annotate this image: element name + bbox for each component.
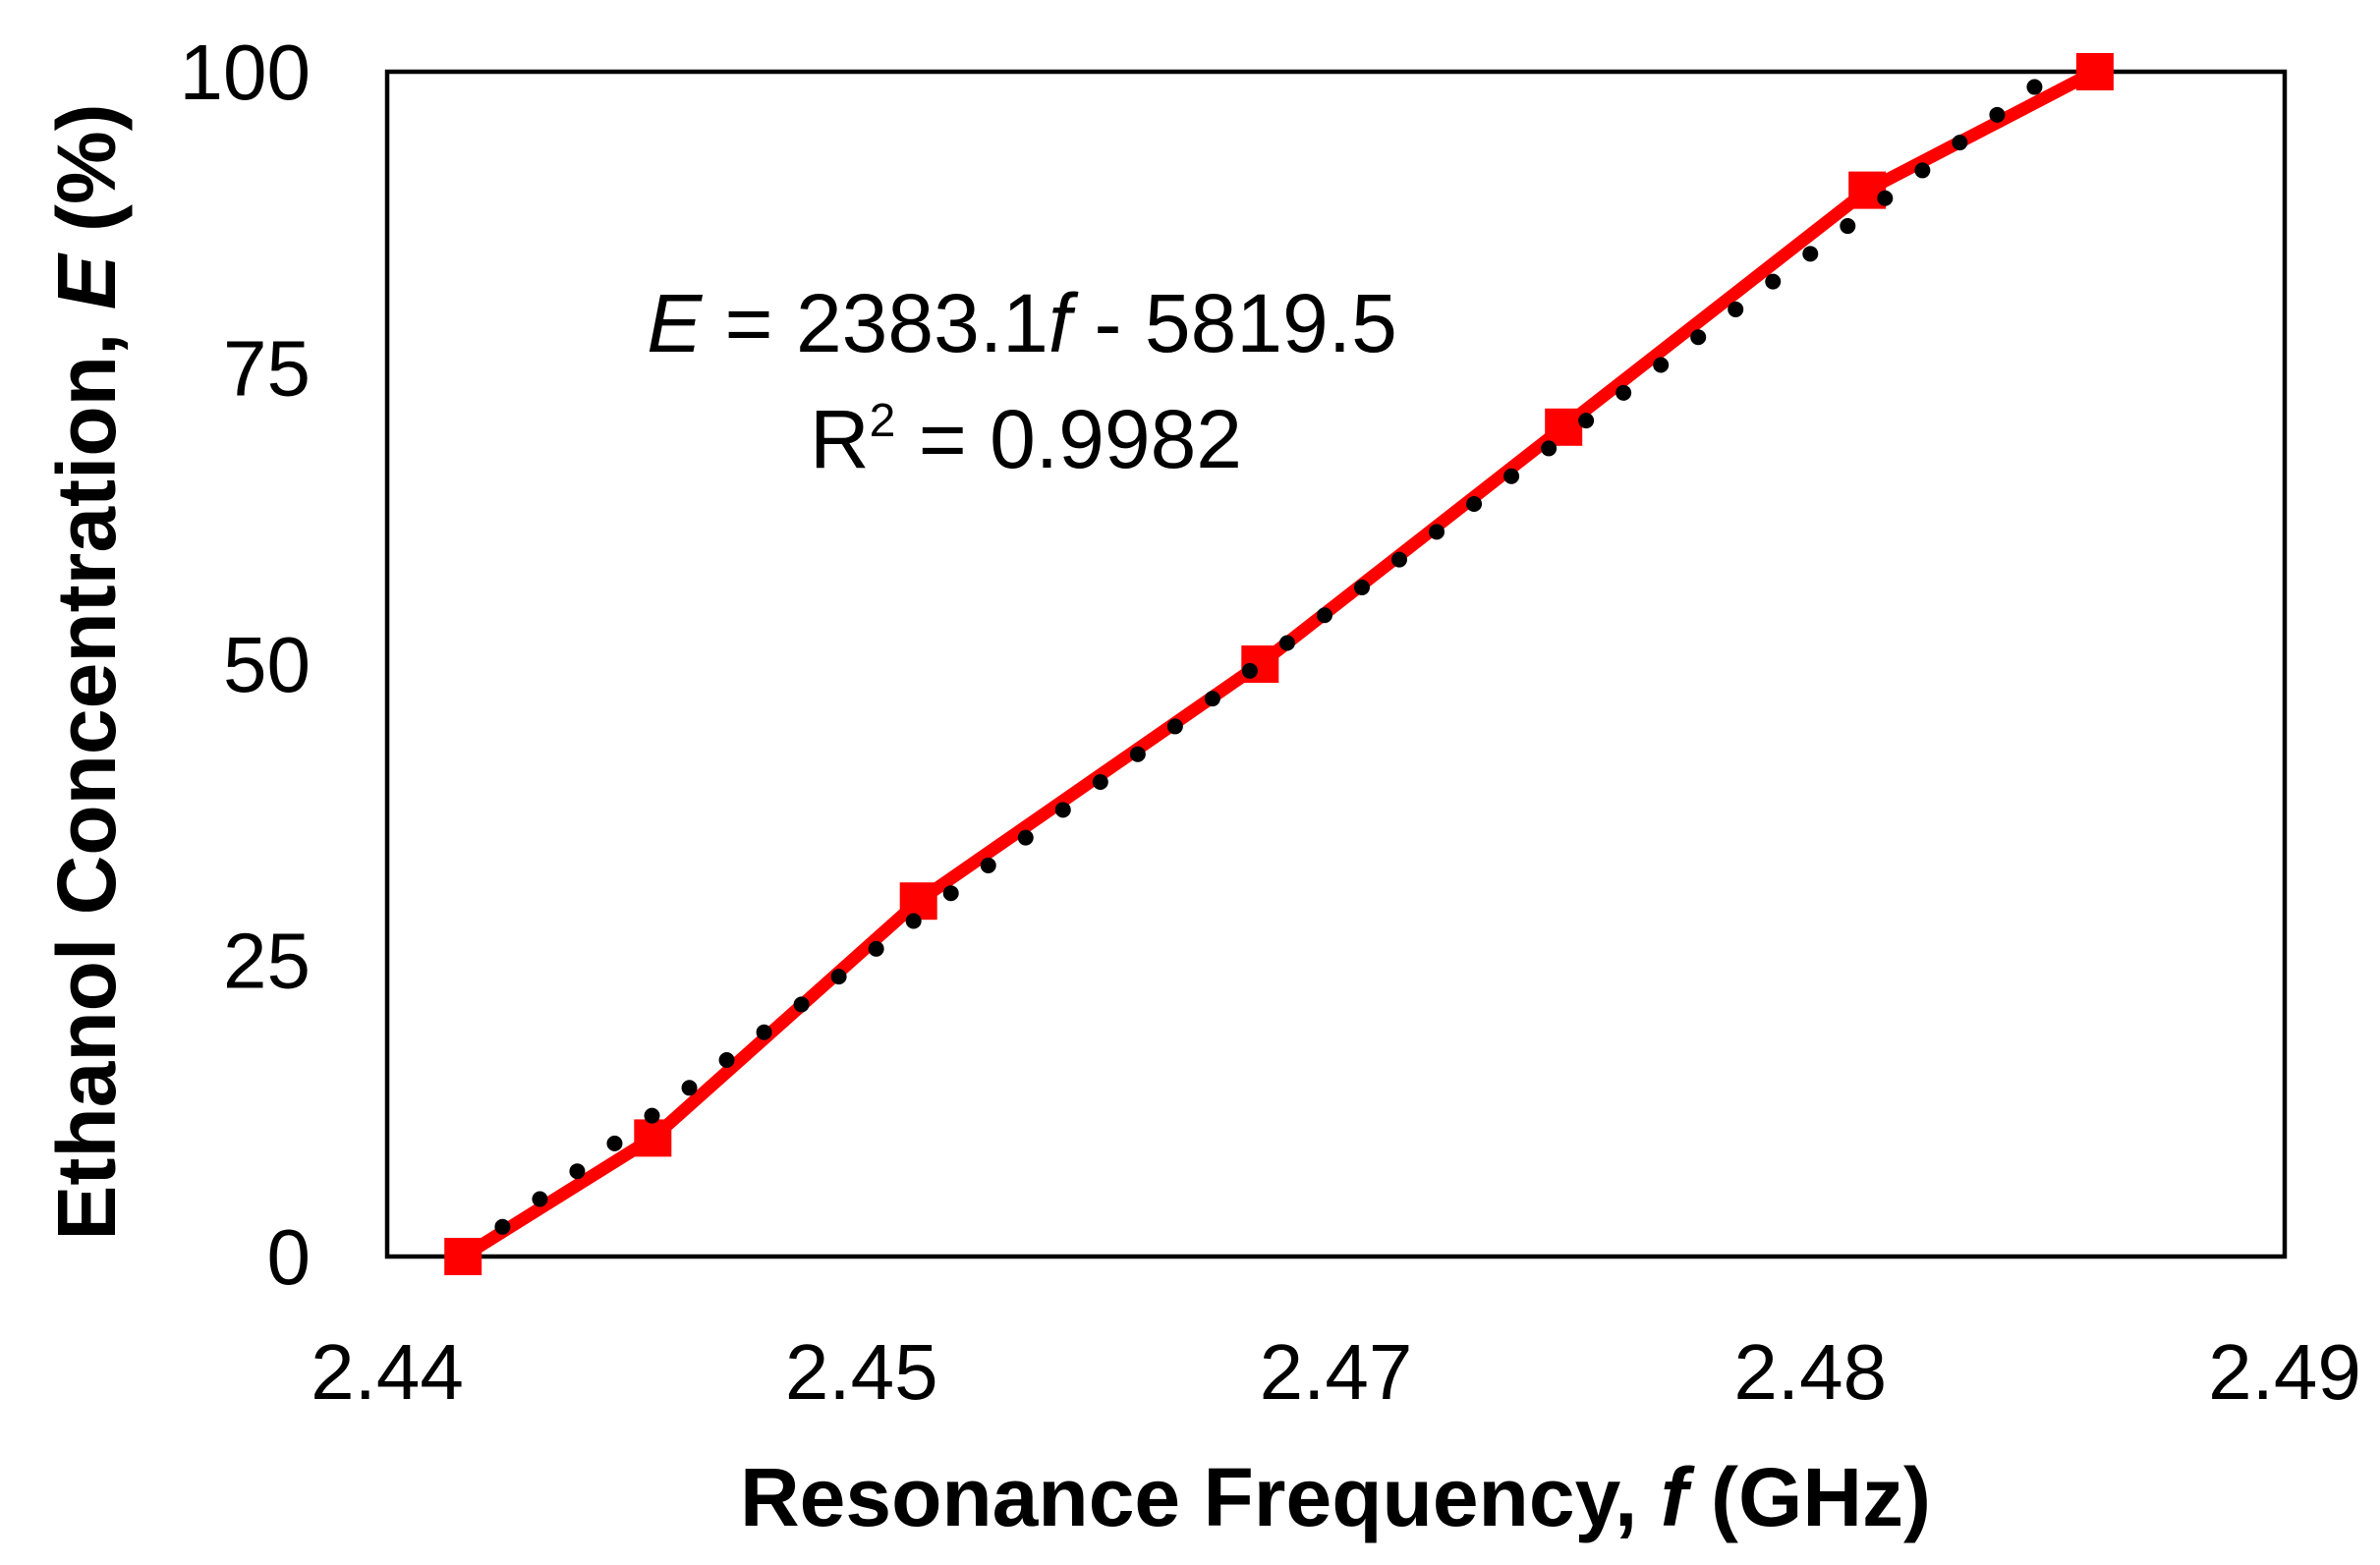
y-axis-title-unit: (%) (40, 103, 133, 254)
y-axis-tick-labels: 0 25 50 75 100 (180, 28, 311, 1301)
y-axis-title-text: Ethanol Concentration, (40, 309, 133, 1240)
data-point-marker (2075, 53, 2114, 90)
data-point-marker (634, 1119, 672, 1157)
x-axis-tick-labels: 2.44 2.45 2.47 2.48 2.49 (311, 1328, 2361, 1416)
equation-y-symbol: E (647, 277, 703, 369)
x-tick-label: 2.49 (2208, 1328, 2361, 1416)
x-tick-label: 2.47 (1260, 1328, 1413, 1416)
data-point-marker (899, 882, 937, 921)
x-tick-label: 2.48 (1733, 1328, 1887, 1416)
x-tick-label: 2.45 (785, 1328, 938, 1416)
equation-intercept: - 5819.5 (1071, 277, 1397, 369)
data-point-marker (1545, 408, 1583, 446)
r-squared-base: R (810, 393, 870, 485)
trendline-r-squared: R2 = 0.9982 (810, 393, 1242, 485)
x-axis-title-unit: (GHz) (1688, 1451, 1931, 1543)
y-axis-title-symbol: E (40, 252, 133, 309)
trendline-equation: E = 2383.1f - 5819.5 (647, 277, 1397, 369)
x-axis-title-text: Resonance Frequency, (740, 1451, 1661, 1543)
y-tick-label: 100 (180, 28, 311, 116)
y-axis-title: Ethanol Concentration, E (%) (40, 103, 133, 1240)
x-tick-label: 2.44 (311, 1328, 464, 1416)
y-tick-label: 75 (223, 325, 311, 413)
r-squared-exponent: 2 (870, 395, 896, 447)
trendline (494, 72, 2068, 1235)
trendline-layer (494, 72, 2068, 1235)
y-tick-label: 0 (267, 1213, 312, 1301)
y-tick-label: 25 (223, 918, 311, 1005)
data-point-marker (444, 1238, 482, 1275)
plot-area (384, 69, 2288, 1259)
x-axis-title: Resonance Frequency, f (GHz) (740, 1451, 1931, 1543)
equation-slope: = 2383.1 (702, 277, 1048, 369)
series (444, 53, 2114, 1275)
y-tick-label: 50 (223, 621, 311, 708)
r-squared-value: = 0.9982 (895, 393, 1242, 485)
